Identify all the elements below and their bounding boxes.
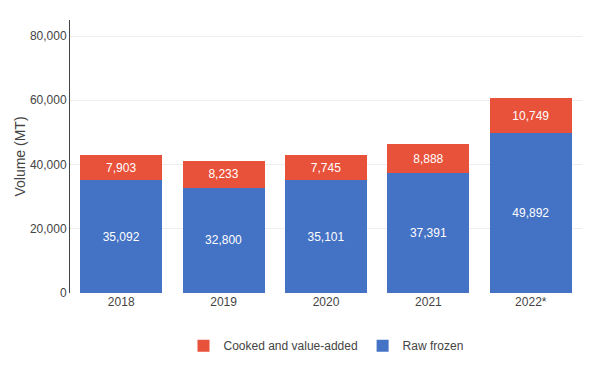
svg-text:8,233: 8,233 [208, 167, 238, 181]
svg-text:Raw frozen: Raw frozen [403, 339, 464, 353]
svg-text:Volume (MT): Volume (MT) [12, 116, 28, 196]
svg-text:0: 0 [60, 286, 67, 300]
svg-text:2018: 2018 [108, 295, 135, 309]
svg-text:10,749: 10,749 [512, 109, 549, 123]
svg-text:2020: 2020 [313, 295, 340, 309]
svg-text:2019: 2019 [210, 295, 237, 309]
svg-text:7,903: 7,903 [106, 161, 136, 175]
svg-text:80,000: 80,000 [30, 29, 67, 43]
svg-text:35,092: 35,092 [103, 230, 140, 244]
svg-text:20,000: 20,000 [30, 222, 67, 236]
svg-text:37,391: 37,391 [410, 226, 447, 240]
svg-text:8,888: 8,888 [413, 152, 443, 166]
svg-text:2022*: 2022* [515, 295, 547, 309]
svg-text:Cooked and value-added: Cooked and value-added [224, 339, 358, 353]
svg-text:60,000: 60,000 [30, 93, 67, 107]
svg-text:7,745: 7,745 [311, 161, 341, 175]
svg-text:49,892: 49,892 [512, 206, 549, 220]
svg-text:2021: 2021 [415, 295, 442, 309]
svg-text:32,800: 32,800 [205, 233, 242, 247]
svg-text:35,101: 35,101 [307, 230, 344, 244]
svg-text:40,000: 40,000 [30, 158, 67, 172]
